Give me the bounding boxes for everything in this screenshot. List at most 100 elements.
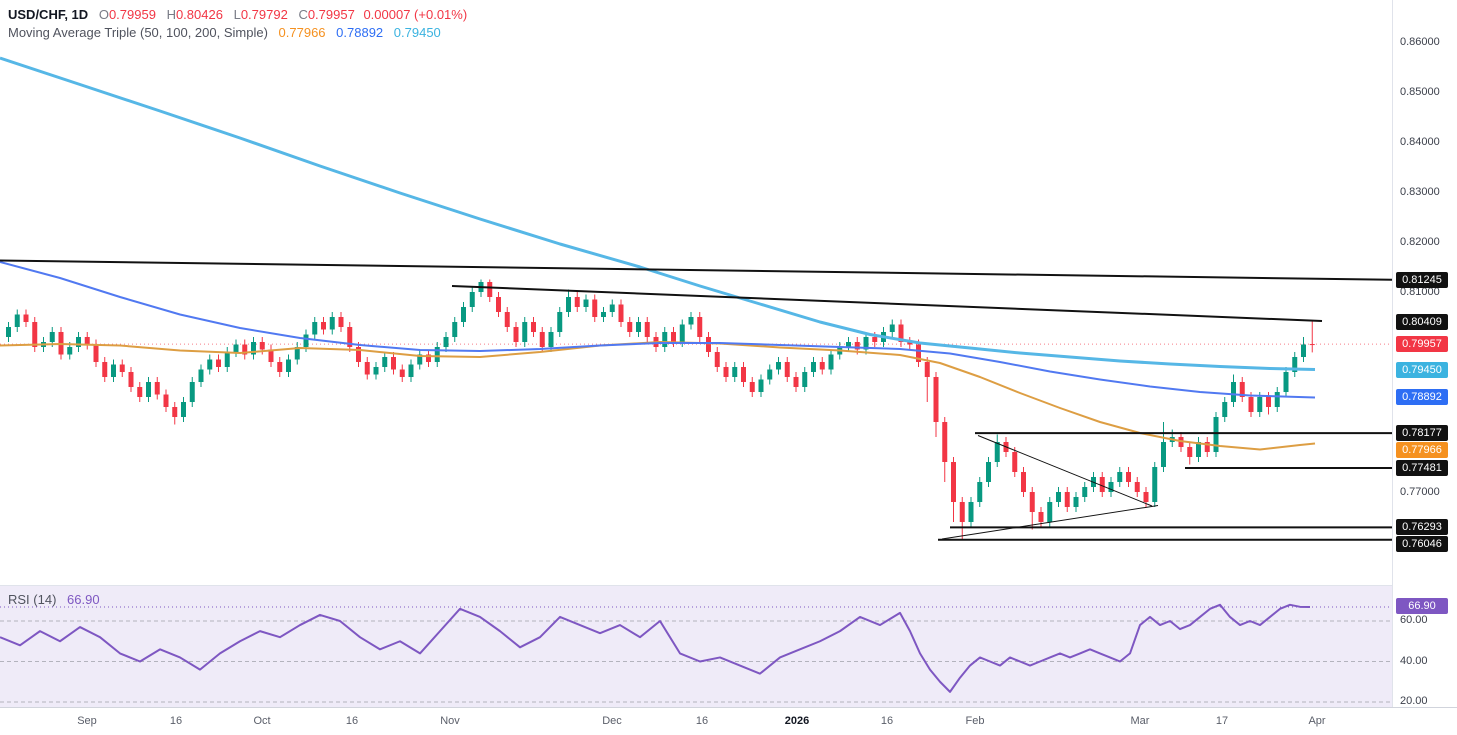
candle	[487, 279, 493, 302]
rsi-pane[interactable]: RSI (14) 66.90	[0, 585, 1392, 708]
candle	[951, 457, 956, 522]
candle	[592, 294, 598, 322]
candle	[382, 352, 388, 372]
price-badge-level: 0.76046	[1396, 536, 1448, 553]
candle	[942, 417, 948, 482]
candle	[601, 307, 606, 322]
sma200-line	[0, 56, 1316, 371]
open-value: 0.79959	[108, 7, 156, 22]
time-label: 16	[695, 715, 709, 727]
candle	[1029, 487, 1035, 530]
candle	[968, 497, 974, 527]
candle	[627, 317, 633, 337]
rsi-value: 66.90	[67, 592, 100, 607]
candle	[364, 357, 370, 380]
candle	[907, 337, 913, 350]
price-badge-ma50: 0.77966	[1396, 442, 1448, 459]
candle	[233, 339, 239, 357]
rsi-tick-label: 20.00	[1400, 695, 1428, 707]
candle	[776, 357, 781, 375]
candle	[1108, 477, 1114, 497]
price-tick-label: 0.77000	[1400, 486, 1440, 498]
candle	[846, 337, 851, 352]
candle	[1187, 442, 1193, 465]
rsi-indicator-title[interactable]: RSI (14)	[8, 592, 57, 607]
candle	[286, 354, 291, 377]
close-value: 0.79957	[307, 7, 355, 22]
candle	[933, 372, 939, 437]
price-tick-label: 0.82000	[1400, 236, 1440, 248]
trendline[interactable]	[451, 285, 1323, 322]
candle	[84, 332, 90, 350]
close-label: C	[298, 7, 308, 22]
high-value: 0.80426	[175, 7, 223, 22]
candle	[1012, 447, 1018, 477]
candle	[102, 357, 108, 382]
candle	[119, 359, 125, 377]
price-axis[interactable]: 0.86000 0.85000 0.84000 0.83000 0.82000 0.810…	[1392, 0, 1457, 707]
candle	[749, 377, 755, 397]
rsi-tick-label: 60.00	[1400, 614, 1428, 626]
candle	[373, 362, 379, 380]
candle	[76, 332, 81, 352]
rsi-chart-canvas[interactable]	[0, 586, 1392, 708]
price-tick-label: 0.85000	[1400, 86, 1440, 98]
candle	[513, 322, 519, 347]
candle	[924, 357, 930, 402]
rsi-tick-label: 40.00	[1400, 654, 1428, 667]
symbol-legend: USD/CHF, 1D O0.79959 H0.80426 L0.79792 C…	[8, 7, 467, 22]
candlestick-chart-canvas[interactable]	[0, 0, 1392, 585]
main-chart-pane[interactable]: USD/CHF, 1D O0.79959 H0.80426 L0.79792 C…	[0, 0, 1392, 585]
candle	[986, 457, 991, 487]
candle	[1021, 467, 1026, 497]
symbol-title[interactable]: USD/CHF, 1D	[8, 7, 89, 22]
candle	[434, 342, 440, 367]
candle	[706, 332, 711, 357]
candle	[277, 357, 283, 377]
candle	[1161, 422, 1166, 472]
candle	[819, 357, 825, 375]
candle	[583, 294, 589, 312]
trendline[interactable]	[941, 505, 1159, 540]
candle	[1082, 482, 1088, 502]
price-tick-label: 0.81000	[1400, 286, 1440, 298]
candle	[539, 327, 545, 352]
time-label: Sep	[77, 715, 97, 727]
candle	[1204, 437, 1210, 457]
price-badge-ma100: 0.78892	[1396, 389, 1448, 406]
candle	[644, 317, 650, 342]
candle	[1064, 487, 1070, 512]
ma100-value: 0.78892	[336, 25, 384, 40]
candle	[758, 374, 764, 397]
time-axis[interactable]: Sep 16 Oct 16 Nov Dec 16 2026 16 Feb Mar 17 Apr	[0, 707, 1457, 735]
time-label: 16	[169, 715, 183, 727]
candle	[863, 332, 869, 355]
trendline[interactable]	[0, 259, 1392, 281]
candle	[408, 359, 414, 382]
candle	[356, 342, 361, 367]
candle	[163, 389, 169, 412]
candle	[6, 322, 11, 342]
low-value: 0.79792	[240, 7, 288, 22]
candle	[714, 347, 720, 372]
candle	[609, 299, 615, 317]
candle	[557, 307, 563, 337]
trendline[interactable]	[977, 435, 1153, 507]
time-label: 16	[880, 715, 894, 727]
candle	[268, 344, 274, 367]
candle	[146, 377, 151, 402]
candle	[426, 349, 431, 367]
candle	[828, 349, 834, 375]
candle	[347, 322, 353, 352]
time-label: 16	[345, 715, 359, 727]
candle	[391, 352, 396, 375]
candle	[224, 347, 230, 372]
candle	[994, 434, 1000, 467]
candle	[1239, 377, 1245, 402]
candle	[242, 339, 248, 360]
price-badge-level: 0.77481	[1396, 459, 1448, 476]
ma-indicator-title[interactable]: Moving Average Triple (50, 100, 200, Sim…	[8, 25, 268, 40]
candle	[93, 339, 99, 367]
candle	[566, 289, 571, 317]
